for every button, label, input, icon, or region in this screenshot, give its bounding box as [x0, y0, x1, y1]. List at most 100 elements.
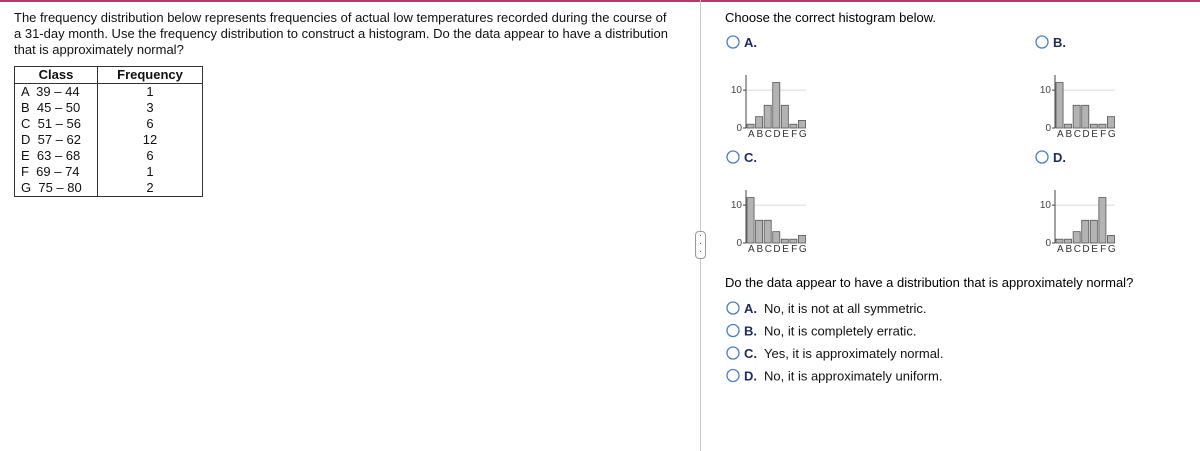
histogram-bar [1107, 116, 1115, 129]
histogram-bar [1089, 219, 1098, 244]
x-tick-label: G [1108, 129, 1116, 140]
histogram-bar [1064, 238, 1073, 244]
x-tick-label: D [773, 129, 780, 140]
x-tick-label: A [1057, 244, 1064, 255]
x-tick-label: B [757, 244, 764, 255]
frequency-cell: 6 [97, 116, 203, 132]
frequency-cell: 1 [97, 83, 203, 100]
x-tick-label: C [765, 244, 772, 255]
radio-button[interactable] [1035, 150, 1049, 164]
histogram-bar [1107, 235, 1115, 244]
x-tick-label: B [757, 129, 764, 140]
y-tick-label: 0 [1045, 238, 1051, 249]
divider [700, 0, 701, 451]
option-text: No, it is not at all symmetric. [764, 301, 927, 316]
frequency-cell: 6 [97, 148, 203, 164]
x-tick-label: A [1057, 129, 1064, 140]
histogram-bar [1081, 219, 1090, 244]
x-tick-label: F [1100, 129, 1106, 140]
radio-button[interactable] [726, 150, 740, 164]
x-tick-label: D [773, 244, 780, 255]
class-cell: B 45 – 50 [14, 100, 98, 116]
option-text: Yes, it is approximately normal. [764, 346, 943, 361]
histogram-bar [1055, 238, 1064, 244]
frequency-cell: 2 [97, 180, 203, 197]
resize-handle[interactable]: · · · [695, 231, 706, 259]
histogram-bar [1064, 123, 1073, 129]
y-tick-label: 10 [731, 200, 743, 211]
frequency-table: Class Frequency A 39 – 44 1 B 45 – 50 3 C 51 … [14, 66, 203, 197]
x-tick-label: C [1074, 244, 1081, 255]
histogram-bar [772, 82, 781, 129]
histogram-bar [755, 116, 764, 129]
x-tick-label: A [748, 244, 755, 255]
x-tick-label: G [1108, 244, 1116, 255]
top-border [0, 0, 1200, 2]
class-cell: A 39 – 44 [14, 83, 98, 100]
x-tick-label: C [1074, 129, 1081, 140]
histogram-bar [746, 197, 755, 244]
histogram-bar [789, 123, 798, 129]
option-letter: A. [744, 301, 757, 316]
y-tick-label: 0 [1045, 123, 1051, 134]
x-tick-label: F [791, 244, 797, 255]
x-tick-label: E [1091, 244, 1098, 255]
x-tick-label: G [799, 244, 807, 255]
histogram-bar [789, 238, 798, 244]
problem-text: The frequency distribution below represe… [14, 10, 668, 57]
histogram-bar [1098, 123, 1107, 129]
option-letter: B. [744, 324, 757, 339]
class-cell: C 51 – 56 [14, 116, 98, 132]
histogram-bar [755, 219, 764, 244]
histogram-bar [798, 235, 806, 244]
histogram-bar [1072, 231, 1081, 244]
y-tick-label: 0 [736, 123, 742, 134]
x-tick-label: A [748, 129, 755, 140]
histogram-bar [780, 238, 789, 244]
radio-button[interactable] [726, 301, 740, 315]
histogram-bar [763, 104, 772, 129]
frequency-cell: 1 [97, 164, 203, 180]
radio-button[interactable] [726, 346, 740, 360]
class-cell: E 63 – 68 [14, 148, 98, 164]
histogram-bar [780, 104, 789, 129]
histogram-bar [746, 123, 755, 129]
histogram-bar [772, 231, 781, 244]
x-tick-label: F [791, 129, 797, 140]
y-tick-label: 10 [1040, 85, 1052, 96]
frequency-cell: 3 [97, 100, 203, 116]
option-letter: D. [744, 369, 757, 384]
y-tick-label: 10 [731, 85, 743, 96]
option-letter: C. [744, 346, 757, 361]
x-tick-label: D [1082, 244, 1089, 255]
x-tick-label: E [1091, 129, 1098, 140]
x-tick-label: E [782, 244, 789, 255]
class-cell: F 69 – 74 [14, 164, 98, 180]
radio-button[interactable] [726, 323, 740, 338]
table-header: Class [14, 66, 98, 84]
option-letter: B. [1053, 35, 1066, 50]
option-letter: D. [1053, 150, 1066, 165]
y-tick-label: 0 [736, 238, 742, 249]
x-tick-label: E [782, 129, 789, 140]
option-letter: A. [744, 35, 757, 50]
radio-button[interactable] [1035, 35, 1049, 49]
x-tick-label: F [1100, 244, 1106, 255]
histogram-bar [1072, 104, 1081, 129]
option-letter: C. [744, 150, 757, 165]
option-text: No, it is approximately uniform. [764, 369, 942, 384]
option-text: No, it is completely erratic. [764, 324, 916, 339]
histogram-bar [1055, 82, 1064, 129]
frequency-cell: 12 [97, 132, 203, 148]
prompt: Choose the correct histogram below. [725, 10, 936, 25]
x-tick-label: G [799, 129, 807, 140]
prompt: Do the data appear to have a distributio… [725, 275, 1133, 290]
histogram-bar [798, 120, 806, 129]
radio-button[interactable] [726, 368, 740, 383]
table-header: Frequency [97, 66, 203, 84]
class-cell: D 57 – 62 [14, 132, 98, 148]
x-tick-label: C [765, 129, 772, 140]
radio-button[interactable] [726, 35, 740, 49]
